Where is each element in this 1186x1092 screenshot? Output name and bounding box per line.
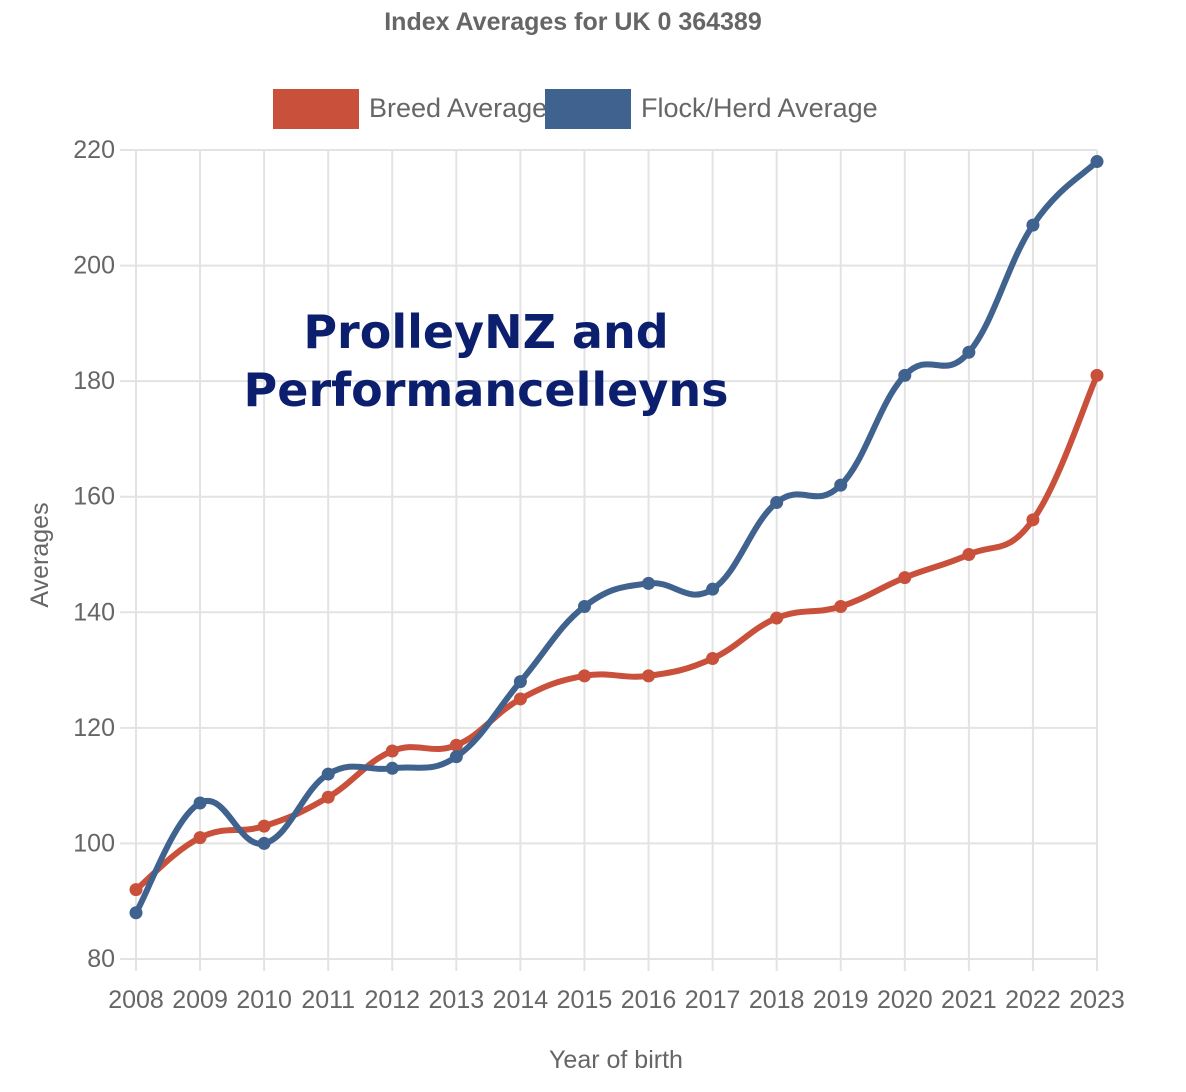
y-tick-label: 100 [73,829,115,857]
data-point[interactable] [129,906,143,920]
data-point[interactable] [449,738,463,752]
y-tick-label: 80 [87,945,115,973]
overlay-text-line-2: Performancelleyns [244,363,729,417]
series-breed-average [129,368,1104,897]
overlay-text-line-1: ProlleyNZ and [303,305,668,359]
data-point[interactable] [129,883,143,897]
data-point[interactable] [193,831,207,845]
data-point[interactable] [449,750,463,764]
data-point[interactable] [513,675,527,689]
data-point[interactable] [257,819,271,833]
legend-label[interactable]: Flock/Herd Average [641,93,878,123]
x-tick-label: 2009 [172,986,228,1014]
data-point[interactable] [1026,513,1040,527]
data-point[interactable] [834,478,848,492]
data-point[interactable] [1026,218,1040,232]
x-tick-label: 2017 [685,986,741,1014]
legend-label[interactable]: Breed Average [369,93,547,123]
x-tick-label: 2019 [813,986,869,1014]
data-point[interactable] [385,744,399,758]
x-tick-label: 2014 [493,986,549,1014]
data-point[interactable] [577,669,591,683]
data-point[interactable] [898,368,912,382]
data-point[interactable] [834,600,848,614]
data-point[interactable] [962,548,976,561]
x-tick-label: 2022 [1005,986,1061,1014]
data-point[interactable] [642,669,656,683]
y-tick-label: 140 [73,598,115,626]
x-tick-label: 2011 [301,986,355,1014]
x-tick-label: 2008 [108,986,164,1014]
x-tick-label: 2020 [877,986,933,1014]
series-line [133,372,1100,893]
data-point[interactable] [1090,368,1104,382]
legend-swatch [545,89,631,129]
series-line [133,158,1100,916]
y-tick-label: 120 [73,714,115,742]
data-point[interactable] [577,600,591,614]
x-axis-label: Year of birth [549,1046,683,1074]
x-tick-label: 2015 [557,986,613,1014]
data-point[interactable] [770,611,784,625]
x-tick-label: 2010 [236,986,292,1014]
series-flock-herd-average [129,155,1104,920]
legend-swatch [273,89,359,129]
grid [120,149,1098,971]
data-point[interactable] [770,495,784,509]
y-tick-label: 200 [73,252,115,280]
data-point[interactable] [321,790,335,804]
y-axis-label: Averages [26,502,54,607]
x-tick-label: 2018 [749,986,805,1014]
y-tick-label: 180 [73,367,115,395]
legend: Breed Average Flock/Herd Average [273,89,878,129]
x-tick-label: 2012 [364,986,420,1014]
data-point[interactable] [962,345,976,359]
y-tick-label: 160 [73,483,115,511]
data-point[interactable] [1090,155,1104,169]
chart-title: Index Averages for UK 0 364389 [384,8,762,36]
data-point[interactable] [257,836,271,850]
data-point[interactable] [642,576,656,590]
x-tick-label: 2016 [621,986,677,1014]
data-point[interactable] [193,796,207,810]
x-tick-label: 2023 [1069,986,1125,1014]
y-axis: 80 100 120 140 160 180 200 220 [73,136,115,973]
data-point[interactable] [513,692,527,706]
x-tick-label: 2013 [429,986,485,1014]
y-tick-label: 220 [73,136,115,164]
data-point[interactable] [898,571,912,585]
x-axis: 2008 2009 2010 2011 2012 2013 2014 2015 2016 2017… [108,986,1125,1014]
data-point[interactable] [706,582,720,596]
data-point[interactable] [706,652,720,666]
data-point[interactable] [385,761,399,775]
data-point[interactable] [321,767,335,781]
x-tick-label: 2021 [941,986,997,1014]
